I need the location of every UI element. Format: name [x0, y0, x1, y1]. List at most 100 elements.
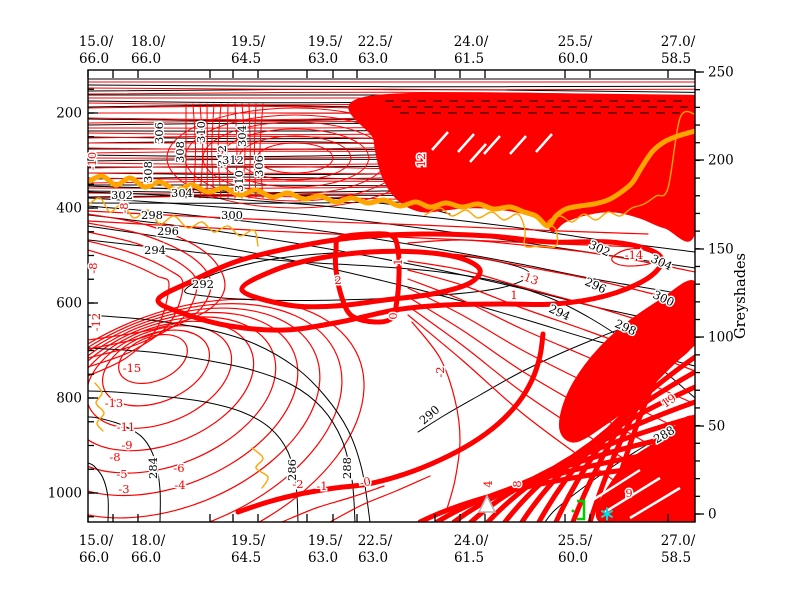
x-axis-top-label: 27.0/	[661, 34, 696, 50]
black-contour-line	[88, 194, 422, 198]
red-contour-value-label: 4	[481, 480, 495, 487]
asterisk-marker	[600, 507, 614, 521]
x-axis-bottom-label: 27.0/	[661, 533, 696, 549]
y-left-tick-label: 200	[56, 106, 82, 122]
red-contour-line	[329, 475, 431, 522]
x-axis-bottom-label: 60.0	[558, 550, 588, 566]
red-contour-value-label: -2	[292, 477, 303, 491]
x-axis-top-label: 63.0	[358, 51, 388, 67]
black-contour-value-label: 304	[235, 125, 249, 147]
red-contour-line	[281, 485, 385, 522]
orange-thin-line	[94, 382, 105, 432]
red-thick-contour	[332, 231, 402, 325]
black-contour-value-label: 312	[222, 153, 244, 167]
y-right-tick-label: 150	[708, 242, 734, 258]
white-gap	[483, 135, 501, 155]
red-contour-value-label: -10	[85, 152, 99, 171]
black-contour-value-label: 310	[232, 170, 246, 192]
black-contour-line	[88, 158, 411, 162]
red-contour-value-label: -2	[433, 366, 447, 377]
x-axis-bottom-label: 61.5	[454, 550, 484, 566]
white-gap	[457, 133, 475, 153]
red-thick-fan-line	[604, 294, 695, 522]
red-contour-line	[411, 321, 461, 513]
red-contour-value-label: 0	[386, 312, 400, 319]
top-right-red-mass	[348, 92, 695, 242]
black-contour-value-label: 300	[221, 208, 243, 222]
red-contour-line	[88, 231, 198, 359]
x-axis-bottom-label: 63.0	[308, 550, 338, 566]
red-contour-value-label: 8	[510, 480, 524, 487]
red-contour-line	[88, 150, 405, 154]
x-axis-bottom-label: 25.5/	[558, 533, 593, 549]
red-contour-value-label: -3	[118, 482, 129, 496]
orange-thin-line	[88, 197, 259, 247]
red-contour-ring	[88, 303, 343, 522]
asterisk-stroke	[600, 509, 614, 519]
red-contour-line	[248, 103, 251, 199]
red-contour-ring	[256, 142, 334, 174]
black-contour-line	[88, 462, 109, 522]
red-contour-value-label: 9	[625, 486, 632, 500]
red-contour-value-label: -6	[173, 461, 184, 475]
red-contour-line	[88, 249, 170, 377]
x-axis-top-label: 18.0/	[131, 34, 166, 50]
x-axis-top-label: 63.0	[308, 51, 338, 67]
x-axis-top-label: 24.0/	[454, 34, 489, 50]
red-contour-value-label: -11	[117, 420, 136, 434]
red-contour-ring	[238, 135, 352, 181]
red-contour-line	[611, 247, 661, 267]
axes-frame: 15.0/66.015.0/66.018.0/66.018.0/66.019.5…	[48, 34, 734, 566]
white-gap	[535, 133, 553, 153]
red-contour-ring	[202, 121, 388, 195]
red-contour-ring	[88, 325, 233, 429]
y-left-tick-label: 600	[56, 296, 82, 312]
black-contour-value-label: 308	[173, 141, 187, 163]
black-contour-value-label: 306	[252, 155, 266, 177]
red-contour-line	[211, 103, 215, 199]
red-thick-contour	[235, 331, 546, 515]
black-contour-line	[88, 390, 299, 522]
red-contour-line	[88, 87, 695, 91]
y-left-tick-label: 400	[56, 201, 82, 217]
bracket-marker	[577, 499, 586, 521]
y-right-tick-label: 200	[708, 153, 734, 169]
black-contour-value-label: 296	[583, 274, 609, 296]
x-axis-bottom-label: 64.5	[231, 550, 261, 566]
red-contour-ring	[88, 307, 321, 519]
x-axis-top-label: 66.0	[79, 51, 109, 67]
black-contour-value-label: 310	[194, 121, 208, 143]
red-contour-ring	[101, 329, 211, 407]
black-contour-line	[88, 314, 371, 522]
black-contour-value-label: 286	[285, 459, 299, 481]
contour-field	[88, 78, 695, 522]
black-contour-value-label: 308	[141, 161, 155, 183]
red-contour-line	[88, 172, 409, 175]
x-axis-bottom-label: 22.5/	[358, 533, 393, 549]
red-contour-ring	[118, 333, 188, 385]
black-contour-line	[88, 416, 161, 522]
x-axis-top-label: 58.5	[661, 51, 691, 67]
black-contour-line	[88, 184, 415, 187]
y-right-tick-label: 250	[708, 65, 734, 81]
red-contour-value-label: -8	[86, 262, 100, 273]
red-contour-line	[88, 210, 649, 235]
red-contour-line	[88, 146, 411, 151]
black-contour-value-label: 284	[146, 457, 160, 479]
x-axis-bottom-label: 66.0	[79, 550, 109, 566]
red-contour-value-label: -13	[518, 268, 540, 287]
x-axis-bottom-label: 58.5	[661, 550, 691, 566]
x-axis-bottom-label: 18.0/	[131, 533, 166, 549]
black-contour-line	[88, 347, 356, 522]
triangle-marker	[477, 494, 497, 513]
x-axis-top-label: 22.5/	[358, 34, 393, 50]
black-contour-line	[88, 84, 695, 88]
white-gap	[509, 135, 527, 155]
red-contour-line	[88, 222, 212, 350]
white-gap	[584, 468, 641, 507]
red-contour-line	[407, 239, 695, 273]
x-axis-top-label: 19.5/	[308, 34, 343, 50]
orange-thick-line	[88, 128, 695, 229]
